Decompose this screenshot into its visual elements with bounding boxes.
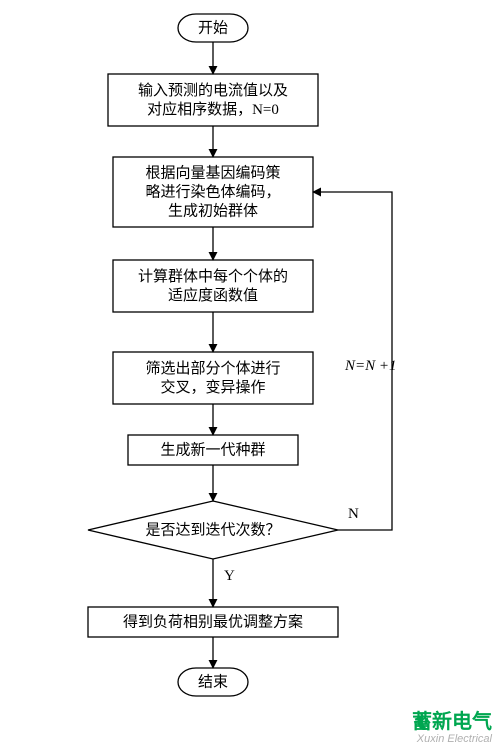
- node-encode-line-1: 略进行染色体编码，: [145, 183, 280, 200]
- node-input: 输入预测的电流值以及对应相序数据，N=0: [108, 74, 318, 126]
- loop-label-iter: N=N +1: [344, 358, 397, 374]
- branding-block: 蓄新电气 Xuxin Electrical: [412, 712, 492, 745]
- node-newgen-line-0: 生成新一代种群: [160, 441, 265, 458]
- node-result: 得到负荷相别最优调整方案: [88, 607, 338, 637]
- loop-label-n: N: [348, 506, 359, 522]
- node-encode: 根据向量基因编码策略进行染色体编码， 生成初始群体: [113, 157, 313, 227]
- node-newgen: 生成新一代种群: [128, 435, 298, 465]
- node-end: 结束: [178, 668, 248, 696]
- node-input-line-1: 对应相序数据，N=0: [147, 100, 279, 118]
- node-end-label: 结束: [198, 673, 228, 690]
- brand-en-text: Xuxin Electrical: [412, 734, 492, 745]
- node-start-label: 开始: [198, 19, 228, 36]
- node-cond-label: 是否达到迭代次数？: [145, 521, 280, 538]
- node-select-line-1: 交叉，变异操作: [160, 378, 265, 396]
- node-fitness: 计算群体中每个个体的适应度函数值: [113, 260, 313, 312]
- leaf-icon: [412, 712, 434, 734]
- node-fitness-line-1: 适应度函数值: [168, 286, 258, 304]
- flowchart-canvas: 开始输入预测的电流值以及对应相序数据，N=0 根据向量基因编码策略进行染色体编码，…: [0, 0, 500, 751]
- node-encode-line-2: 生成初始群体: [168, 202, 258, 219]
- node-input-line-0: 输入预测的电流值以及: [138, 82, 288, 99]
- node-cond: 是否达到迭代次数？: [88, 501, 338, 559]
- node-select-line-0: 筛选出部分个体进行: [145, 360, 280, 377]
- edge-label: Y: [224, 568, 235, 584]
- node-result-line-0: 得到负荷相别最优调整方案: [123, 612, 303, 630]
- node-encode-line-0: 根据向量基因编码策: [145, 164, 280, 181]
- node-fitness-line-0: 计算群体中每个个体的: [138, 267, 288, 285]
- node-start: 开始: [178, 14, 248, 42]
- brand-cn-row: 蓄新电气: [412, 712, 492, 732]
- node-select: 筛选出部分个体进行交叉，变异操作: [113, 352, 313, 404]
